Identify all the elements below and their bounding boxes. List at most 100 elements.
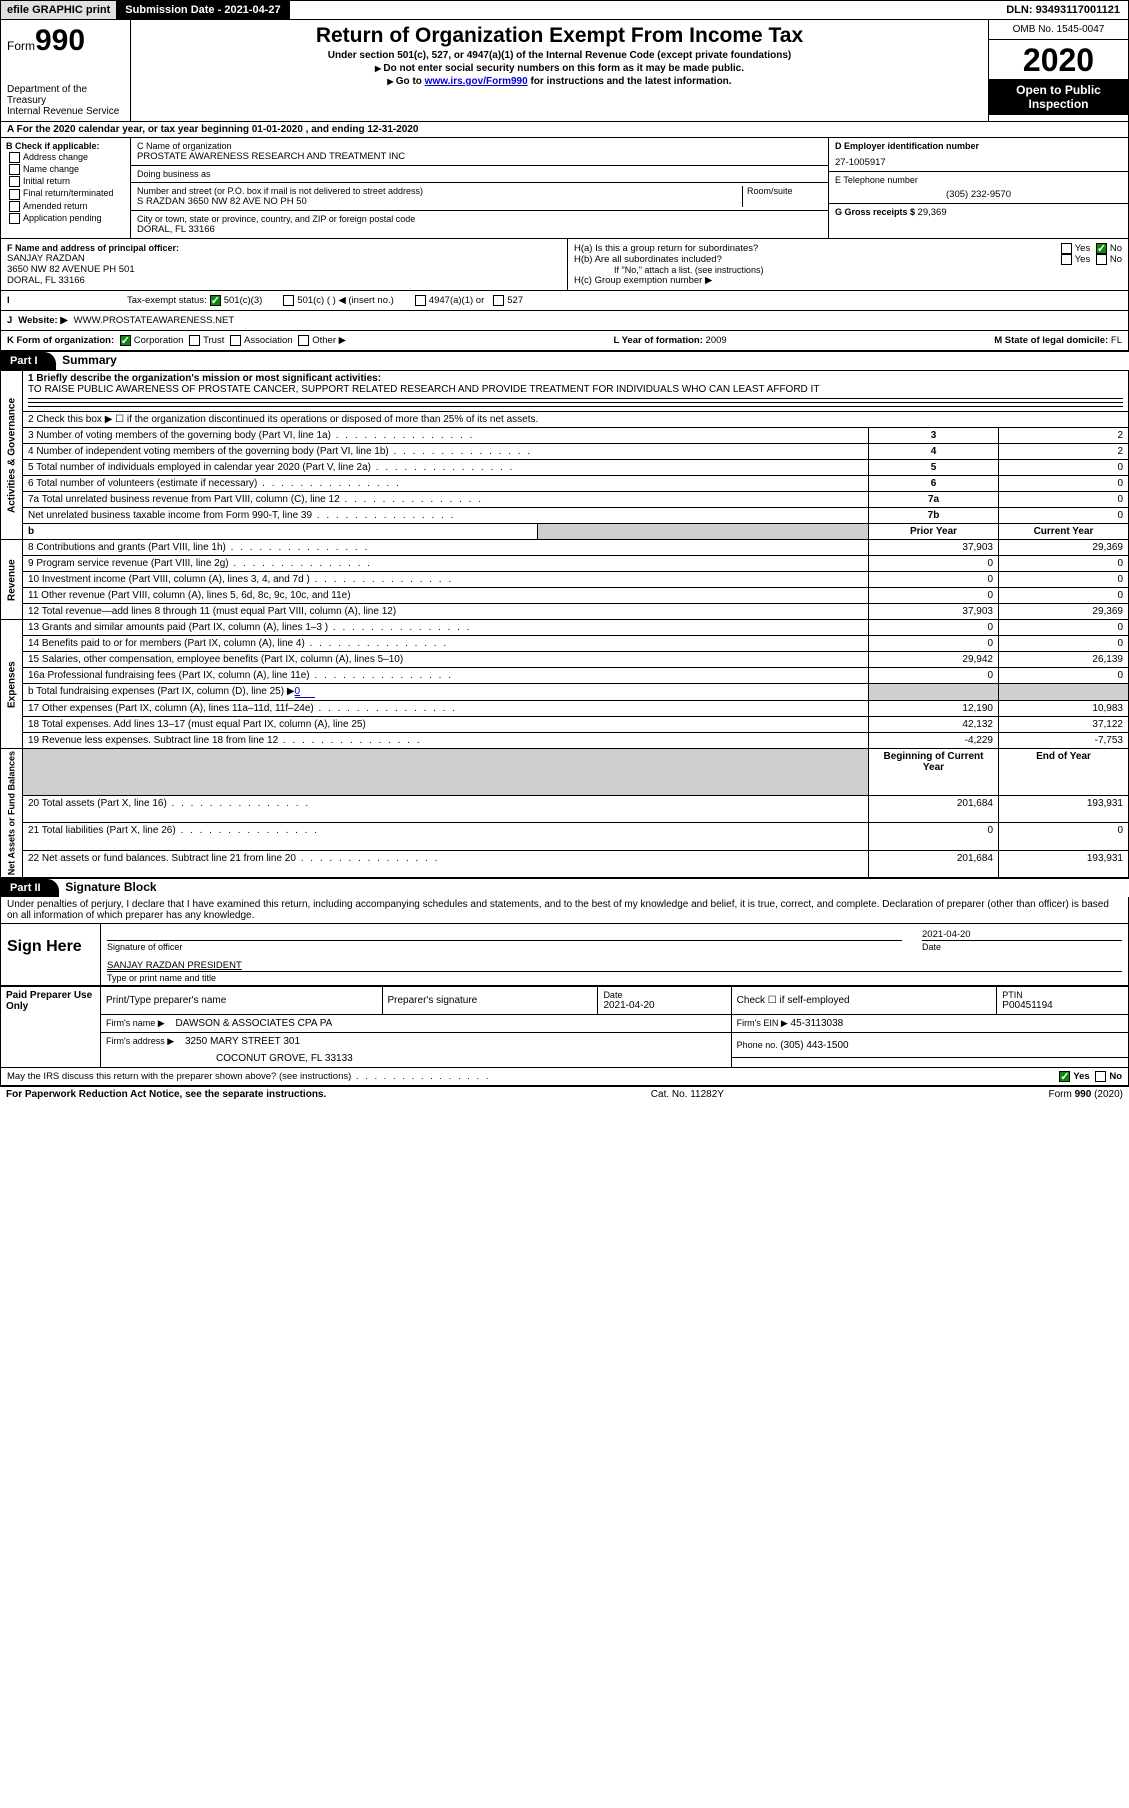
side-ag: Activities & Governance [1, 371, 23, 540]
sig-date-label: Date [922, 942, 1122, 952]
org-name-row: C Name of organization PROSTATE AWARENES… [131, 138, 828, 166]
sig-label: Signature of officer [107, 942, 902, 952]
cb-501c[interactable] [283, 295, 294, 306]
irs-link[interactable]: www.irs.gov/Form990 [425, 76, 528, 87]
city-value: DORAL, FL 33166 [137, 224, 822, 235]
cb-4947[interactable] [415, 295, 426, 306]
summary-table: Activities & Governance 1 Briefly descri… [0, 370, 1129, 878]
hb-yes-cb[interactable] [1061, 254, 1072, 265]
name-label: Type or print name and title [107, 973, 1122, 983]
k-section: K Form of organization: Corporation Trus… [7, 335, 346, 346]
firm-name-row: Firm's name ▶ DAWSON & ASSOCIATES CPA PA [101, 1015, 732, 1033]
prep-self-emp[interactable]: Check ☐ if self-employed [731, 987, 997, 1015]
sub3: Go to www.irs.gov/Form990 for instructio… [139, 76, 980, 87]
col-e: E Telephone number (305) 232-9570 [829, 172, 1128, 204]
firm-addr-row: Firm's address ▶ 3250 MARY STREET 301 CO… [101, 1033, 732, 1068]
dln: DLN: 93493117001121 [998, 1, 1128, 19]
line3-label: 3 Number of voting members of the govern… [23, 428, 869, 444]
l9: 9 Program service revenue (Part VIII, li… [23, 556, 869, 572]
korg-row: K Form of organization: Corporation Trus… [0, 331, 1129, 351]
header-right: OMB No. 1545-0047 2020 Open to Public In… [988, 20, 1128, 121]
l16b: b Total fundraising expenses (Part IX, c… [23, 684, 869, 701]
cb-527[interactable] [493, 295, 504, 306]
l16a: 16a Professional fundraising fees (Part … [23, 668, 869, 684]
l14: 14 Benefits paid to or for members (Part… [23, 636, 869, 652]
cb-addr-change[interactable]: Address change [6, 152, 125, 163]
cb-amended[interactable]: Amended return [6, 201, 125, 212]
ein-value: 27-1005917 [835, 157, 1122, 168]
officer-name: SANJAY RAZDAN [7, 253, 561, 264]
part1-title: Summary [62, 353, 117, 367]
col-h: H(a) Is this a group return for subordin… [568, 239, 1128, 290]
website-link[interactable]: WWW.PROSTATEAWARENESS.NET [74, 315, 234, 326]
room-label: Room/suite [747, 186, 822, 196]
cb-corp[interactable] [120, 335, 131, 346]
cb-trust[interactable] [189, 335, 200, 346]
l20: 20 Total assets (Part X, line 16) [23, 795, 869, 823]
cb-other[interactable] [298, 335, 309, 346]
line7a-val: 0 [999, 492, 1129, 508]
side-expenses: Expenses [1, 620, 23, 749]
sub1: Under section 501(c), 527, or 4947(a)(1)… [139, 50, 980, 61]
city-row: City or town, state or province, country… [131, 211, 828, 238]
discuss-row: May the IRS discuss this return with the… [0, 1068, 1129, 1086]
hb-no-cb[interactable] [1096, 254, 1107, 265]
line2: 2 Check this box ▶ ☐ if the organization… [23, 412, 1129, 428]
side-revenue: Revenue [1, 540, 23, 620]
line7b-val: 0 [999, 508, 1129, 524]
gross-value: 29,369 [918, 207, 947, 218]
top-bar: efile GRAPHIC print Submission Date - 20… [0, 0, 1129, 20]
ha-no-cb[interactable] [1096, 243, 1107, 254]
b-marker: b [23, 524, 538, 540]
gross-label: G Gross receipts $ [835, 207, 918, 217]
sign-block: Sign Here Signature of officer 2021-04-2… [0, 924, 1129, 986]
hb-row: H(b) Are all subordinates included? Yes … [574, 254, 1122, 265]
prep-date: Date 2021-04-20 [598, 987, 731, 1015]
cb-initial-return[interactable]: Initial return [6, 176, 125, 187]
section-a: A For the 2020 calendar year, or tax yea… [0, 122, 1129, 138]
name-label: C Name of organization [137, 141, 822, 151]
cb-app-pending[interactable]: Application pending [6, 213, 125, 224]
l19: 19 Revenue less expenses. Subtract line … [23, 733, 869, 749]
sub2: Do not enter social security numbers on … [139, 63, 980, 74]
discuss-no-cb[interactable] [1095, 1071, 1106, 1082]
firm-phone-row: Phone no. (305) 443-1500 [731, 1033, 1128, 1058]
discuss-yes-cb[interactable] [1059, 1071, 1070, 1082]
col-f: F Name and address of principal officer:… [1, 239, 568, 290]
tax-year: 2020 [989, 40, 1128, 79]
l18: 18 Total expenses. Add lines 13–17 (must… [23, 717, 869, 733]
cb-assoc[interactable] [230, 335, 241, 346]
line3-val: 2 [999, 428, 1129, 444]
l15: 15 Salaries, other compensation, employe… [23, 652, 869, 668]
city-label: City or town, state or province, country… [137, 214, 822, 224]
omb-number: OMB No. 1545-0047 [989, 20, 1128, 40]
ha-yes-cb[interactable] [1061, 243, 1072, 254]
sig-line[interactable] [107, 927, 902, 941]
prep-ptin: PTIN P00451194 [997, 987, 1129, 1015]
form-number: Form990 [7, 24, 124, 58]
efile-print-label[interactable]: efile GRAPHIC print [1, 1, 117, 19]
f-h-block: F Name and address of principal officer:… [0, 239, 1129, 291]
footer-left: For Paperwork Reduction Act Notice, see … [6, 1089, 326, 1100]
col-defg: D Employer identification number 27-1005… [828, 138, 1128, 238]
org-name: PROSTATE AWARENESS RESEARCH AND TREATMEN… [137, 151, 822, 162]
dept-label: Department of the Treasury Internal Reve… [7, 84, 124, 117]
cb-final-return[interactable]: Final return/terminated [6, 188, 125, 199]
addr-label: Number and street (or P.O. box if mail i… [137, 186, 742, 196]
firm-ein-row: Firm's EIN ▶ 45-3113038 [731, 1015, 1128, 1033]
col-c: C Name of organization PROSTATE AWARENES… [131, 138, 828, 238]
officer-label: F Name and address of principal officer: [7, 243, 561, 253]
cb-501c3[interactable] [210, 295, 221, 306]
l22: 22 Net assets or fund balances. Subtract… [23, 850, 869, 878]
part1-bar: Part I Summary [0, 351, 1129, 370]
ha-row: H(a) Is this a group return for subordin… [574, 243, 1122, 254]
line4-label: 4 Number of independent voting members o… [23, 444, 869, 460]
line5-val: 0 [999, 460, 1129, 476]
col-b: B Check if applicable: Address change Na… [1, 138, 131, 238]
l11: 11 Other revenue (Part VIII, column (A),… [23, 588, 869, 604]
prep-label: Paid Preparer Use Only [1, 987, 101, 1068]
m-section: M State of legal domicile: FL [994, 335, 1122, 346]
cb-name-change[interactable]: Name change [6, 164, 125, 175]
line4-val: 2 [999, 444, 1129, 460]
form-header: Form990 Department of the Treasury Inter… [0, 20, 1129, 122]
